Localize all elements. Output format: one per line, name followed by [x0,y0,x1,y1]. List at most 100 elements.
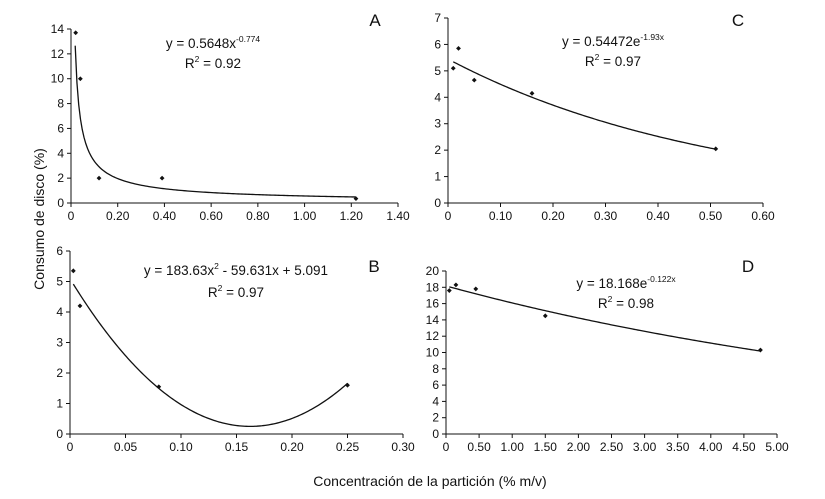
data-point [542,313,548,319]
data-point [758,347,763,353]
y-tick-label: 6 [56,244,63,258]
trend-line [449,286,761,352]
panel-label: D [742,257,754,276]
data-point [446,288,452,293]
x-tick-label: 0.30 [391,440,415,454]
chart-panel-b: 0 1 2 3 4 5 6 0 0.05 0.10 0.15 0.20 0.25 0.30 y = 183.… [56,244,415,454]
x-tick-label: 3.00 [633,440,657,454]
panel-label: B [368,257,379,276]
x-tick-label: 0.40 [646,209,670,223]
chart-panel-d: 0 2 4 6 8 10 12 14 16 18 20 0 0.50 1.00 1.50 2.00 2.50 3.… [426,257,789,454]
x-tick-label: 0.80 [246,209,270,223]
y-tick-label: 6 [57,121,64,135]
x-tick-label: 0 [443,440,450,454]
x-tick-label: 0.15 [225,440,249,454]
x-tick-label: 0.05 [114,440,138,454]
data-point [77,76,83,82]
y-tick-label: 16 [426,297,440,311]
y-tick-label: 4 [57,146,64,160]
x-tick-label: 2.00 [567,440,591,454]
y-tick-label: 14 [426,313,440,327]
y-axis-title: Consumo de disco (%) [31,148,47,290]
y-tick-label: 2 [57,171,64,185]
y-tick-label: 2 [434,143,441,157]
y-tick-label: 0 [434,196,441,210]
y-tick-label: 4 [56,305,63,319]
x-axis-title: Concentración de la partición (% m/v) [313,473,546,489]
data-point [456,45,461,51]
equation-label: y = 183.63x2 - 59.631x + 5.091 [144,261,328,278]
panel-label: C [732,11,744,30]
x-tick-label: 1.50 [534,440,558,454]
y-tick-label: 3 [434,117,441,131]
x-tick-label: 0.25 [336,440,360,454]
trend-line [452,61,716,150]
x-tick-label: 0.60 [199,209,223,223]
x-tick-label: 0.30 [594,209,618,223]
r-squared-label: R2 = 0.98 [598,294,654,311]
data-point [353,196,359,202]
x-tick-label: 2.50 [600,440,624,454]
y-tick-label: 12 [426,329,440,343]
x-tick-label: 1.00 [293,209,317,223]
y-tick-label: 0 [57,196,64,210]
r-squared-label: R2 = 0.97 [585,52,641,69]
y-tick-label: 1 [56,397,63,411]
y-tick-label: 1 [434,170,441,184]
r-squared-label: R2 = 0.97 [208,283,264,300]
data-point [450,65,456,71]
x-tick-label: 0.10 [169,440,193,454]
x-tick-label: 0 [68,209,75,223]
y-tick-label: 10 [426,346,440,360]
data-point [159,175,165,181]
chart-panel-c: 0 1 2 3 4 5 6 7 0 0.10 0.20 0.30 0.40 0.50 0.60 y = 0.5… [434,11,775,223]
x-tick-label: 0.20 [280,440,304,454]
x-tick-label: 0.50 [699,209,723,223]
data-point [77,303,83,309]
y-tick-label: 18 [426,280,440,294]
y-tick-label: 4 [432,394,439,408]
x-tick-label: 3.50 [666,440,690,454]
y-tick-label: 20 [426,264,440,278]
y-tick-label: 10 [51,72,65,86]
y-tick-label: 0 [432,427,439,441]
data-point [73,30,79,36]
y-tick-label: 2 [432,411,439,425]
y-tick-label: 2 [56,366,63,380]
equation-label: y = 18.168e-0.122x [576,274,676,291]
y-tick-label: 6 [432,378,439,392]
data-point [453,282,459,288]
y-tick-label: 4 [434,90,441,104]
x-tick-label: 0.20 [106,209,130,223]
y-tick-label: 8 [432,362,439,376]
x-tick-label: 0.20 [541,209,565,223]
data-point [156,384,162,390]
x-tick-label: 0 [67,440,74,454]
x-tick-label: 0.50 [467,440,491,454]
data-point [473,286,479,292]
data-point [345,382,350,388]
equation-label: y = 0.54472e-1.93x [562,32,665,49]
panel-label: A [369,11,381,30]
y-tick-label: 14 [51,22,65,36]
x-tick-label: 4.50 [732,440,756,454]
y-tick-label: 12 [51,47,65,61]
y-tick-label: 7 [434,11,441,25]
x-tick-label: 0.60 [751,209,775,223]
data-point [529,90,535,96]
y-tick-label: 0 [56,427,63,441]
y-tick-label: 6 [434,37,441,51]
data-point [713,146,719,152]
y-tick-label: 5 [434,64,441,78]
x-tick-label: 5.00 [765,440,789,454]
r-squared-label: R2 = 0.92 [185,54,241,71]
x-tick-label: 0.10 [489,209,513,223]
data-point [471,77,477,83]
x-tick-label: 1.40 [386,209,410,223]
chart-panel-a: 0 2 4 6 8 10 12 14 0 0.20 0.40 0.60 0.80 1.00 1.20 1.40… [51,11,410,223]
x-tick-label: 1.20 [340,209,364,223]
x-tick-label: 4.00 [699,440,723,454]
equation-label: y = 0.5648x-0.774 [166,34,261,51]
